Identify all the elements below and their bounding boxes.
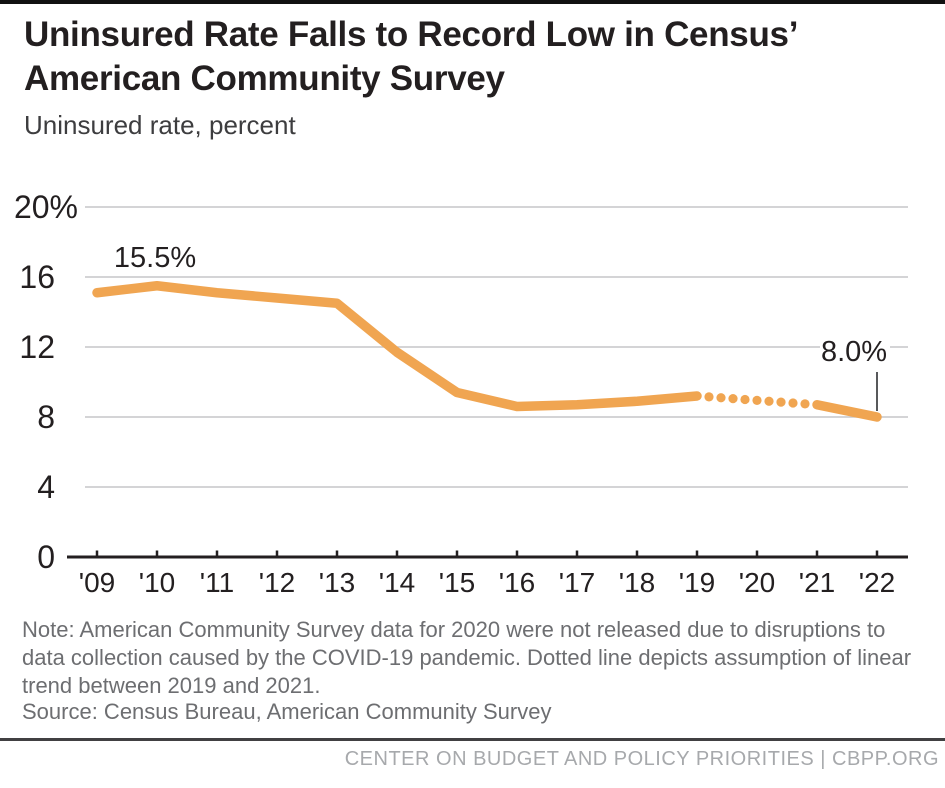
x-tick-label: '19 xyxy=(679,567,716,598)
data-label-peak: 15.5% xyxy=(114,242,196,274)
y-axis-label: 0 xyxy=(37,539,55,575)
trend-line-dot xyxy=(704,392,714,402)
chart-note-line-2: data collection caused by the COVID-19 p… xyxy=(22,645,912,670)
y-axis-label: 16 xyxy=(19,259,55,295)
chart-subtitle: Uninsured rate, percent xyxy=(24,110,296,140)
chart-note: Note: American Community Survey data for… xyxy=(22,616,911,700)
trend-line-dot xyxy=(764,396,774,406)
x-tick-label: '16 xyxy=(499,567,536,598)
trend-line-dot xyxy=(728,394,738,404)
uninsured-rate-line-chart: 0 4 8 12 16 20% '09 '10 '11 '12 '13 '14 '15 '16 '17 '18… xyxy=(14,189,908,598)
x-tick-label: '18 xyxy=(619,567,656,598)
x-tick-label: '17 xyxy=(559,567,596,598)
chart-note-line-3: trend between 2019 and 2021. xyxy=(22,673,321,698)
y-axis-label: 8 xyxy=(37,399,55,435)
x-tick-label: '14 xyxy=(379,567,416,598)
x-tick-label: '13 xyxy=(319,567,356,598)
y-axis-label: 4 xyxy=(37,469,55,505)
trend-line-dot xyxy=(800,399,810,409)
x-tick-label: '20 xyxy=(739,567,776,598)
chart-area: 0 4 8 12 16 20% '09 '10 '11 '12 '13 '14 '15 '16 '17 '18… xyxy=(0,150,945,610)
trend-line-dot xyxy=(776,397,786,407)
trend-line-solid xyxy=(92,281,702,412)
page-title: Uninsured Rate Falls to Record Low in Ce… xyxy=(24,13,798,101)
y-axis-label: 20% xyxy=(14,189,78,225)
x-tick-label: '11 xyxy=(200,567,234,598)
data-label-latest: 8.0% xyxy=(821,336,887,368)
x-tick-label: '10 xyxy=(139,567,176,598)
trend-line-dot xyxy=(716,393,726,403)
y-axis-label: 12 xyxy=(19,329,55,365)
x-tick-label: '12 xyxy=(259,567,296,598)
callout-label-mask xyxy=(820,334,890,368)
chart-source: Source: Census Bureau, American Communit… xyxy=(22,699,552,724)
page-title-line-2: American Community Survey xyxy=(24,59,505,98)
x-tick-label: '15 xyxy=(439,567,476,598)
chart-note-line-1: Note: American Community Survey data for… xyxy=(22,617,886,642)
trend-line-dot xyxy=(752,395,762,405)
trend-line-solid xyxy=(812,400,882,422)
footer-attribution: CENTER ON BUDGET AND POLICY PRIORITIES |… xyxy=(344,748,939,770)
page-title-line-1: Uninsured Rate Falls to Record Low in Ce… xyxy=(24,15,799,54)
trend-line-dot xyxy=(788,398,798,408)
trend-line-dot xyxy=(740,394,750,405)
x-tick-label: '22 xyxy=(859,567,896,598)
footer-rule xyxy=(0,738,945,741)
top-border-rule xyxy=(0,0,945,4)
x-tick-label: '21 xyxy=(799,567,836,598)
x-tick-label: '09 xyxy=(79,567,116,598)
